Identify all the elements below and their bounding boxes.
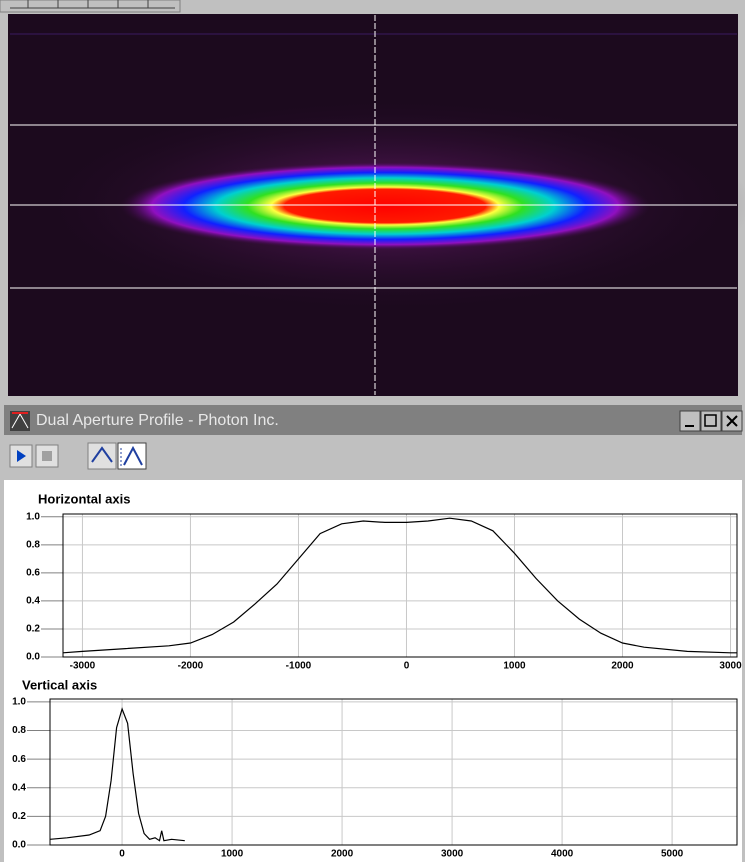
profile-line — [62, 517, 737, 654]
window-title: Dual Aperture Profile - Photon Inc. — [36, 412, 279, 429]
maximize-button[interactable] — [700, 410, 722, 432]
x-tick-label: 0 — [119, 849, 125, 860]
y-tick-label: 0.8 — [12, 725, 26, 736]
chart-title: Vertical axis — [22, 677, 97, 692]
y-tick-label: 0.2 — [26, 624, 40, 635]
title-bar — [4, 405, 742, 435]
y-tick-label: 0.8 — [26, 539, 40, 550]
plot-frame — [62, 513, 738, 658]
chart-panel — [4, 480, 742, 862]
x-tick-label: 1000 — [221, 849, 244, 860]
window-buttons[interactable] — [679, 410, 743, 432]
x-tick-label: 3000 — [441, 849, 464, 860]
y-tick-label: 1.0 — [26, 511, 40, 522]
y-tick-label: 0.2 — [12, 811, 26, 822]
y-tick-label: 0.6 — [12, 754, 26, 765]
y-tick-label: 1.0 — [12, 697, 26, 708]
x-tick-label: 0 — [404, 661, 410, 672]
y-tick-label: 0.4 — [12, 782, 26, 793]
x-tick-label: 3000 — [719, 661, 742, 672]
x-tick-label: 1000 — [503, 661, 526, 672]
toolbar-fragment — [0, 0, 181, 13]
beam-spot — [120, 162, 650, 250]
y-tick-label: 0.6 — [26, 568, 40, 579]
x-tick-label: 5000 — [661, 849, 684, 860]
x-tick-label: 2000 — [331, 849, 354, 860]
plot-frame — [49, 698, 738, 846]
x-tick-label: -1000 — [286, 661, 312, 672]
y-tick-label: 0.0 — [26, 652, 40, 663]
profile-line — [49, 707, 185, 842]
x-tick-label: 4000 — [551, 849, 574, 860]
x-tick-label: 2000 — [611, 661, 634, 672]
minimize-button[interactable] — [679, 410, 701, 432]
chart-title: Horizontal axis — [38, 491, 130, 506]
x-tick-label: -3000 — [70, 661, 96, 672]
x-tick-label: -2000 — [178, 661, 204, 672]
y-tick-label: 0.0 — [12, 840, 26, 851]
y-tick-label: 0.4 — [26, 596, 40, 607]
app-icon — [10, 411, 30, 431]
